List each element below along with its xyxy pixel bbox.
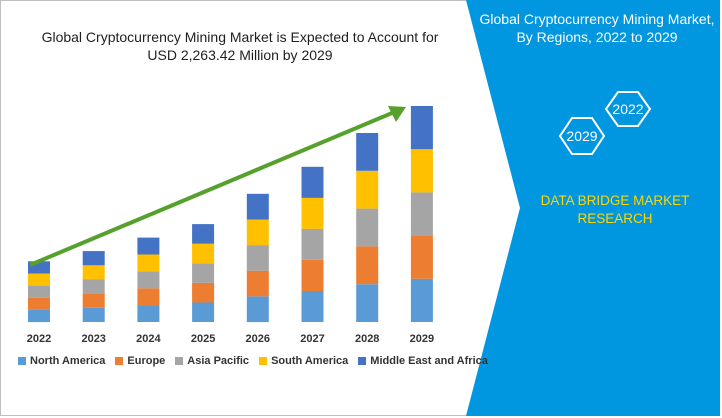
bar-segment-2026-south-america xyxy=(246,219,269,246)
bar-segment-2027-asia-pacific xyxy=(301,228,324,260)
chart-legend: North America Europe Asia Pacific South Ame… xyxy=(18,352,488,370)
legend-swatch xyxy=(18,357,26,365)
bar-segment-2025-middle-east-and-africa xyxy=(192,224,215,244)
bar-segment-2024-south-america xyxy=(137,254,160,272)
bar-segment-2027-north-america xyxy=(301,290,324,322)
bar-segment-2029-middle-east-and-africa xyxy=(410,106,433,150)
x-tick-label: 2023 xyxy=(81,333,105,345)
bar-segment-2027-middle-east-and-africa xyxy=(301,166,324,198)
bar-segment-2022-asia-pacific xyxy=(28,285,50,298)
bar-segment-2026-europe xyxy=(246,270,269,297)
bar-segment-2025-south-america xyxy=(192,243,215,264)
x-tick-label: 2029 xyxy=(410,333,434,345)
bar-segment-2028-south-america xyxy=(356,170,379,209)
bar-segment-2026-north-america xyxy=(246,296,269,323)
bar-segment-2027-south-america xyxy=(301,197,324,229)
bar-segment-2024-north-america xyxy=(137,305,160,322)
legend-item: Europe xyxy=(115,355,165,367)
bar-segment-2023-europe xyxy=(82,293,105,308)
bar-segment-2022-europe xyxy=(28,297,50,310)
bar-segment-2028-middle-east-and-africa xyxy=(356,133,379,171)
legend-swatch xyxy=(115,357,124,365)
bar-segment-2025-asia-pacific xyxy=(192,263,215,283)
x-tick-label: 2025 xyxy=(191,333,215,345)
legend-swatch xyxy=(259,357,268,365)
bar-segment-2024-europe xyxy=(137,288,160,306)
bar-segment-2028-europe xyxy=(356,246,379,285)
legend-item: North America xyxy=(18,355,105,367)
bar-segment-2022-north-america xyxy=(28,309,50,323)
x-tick-label: 2026 xyxy=(246,333,270,345)
trend-arrow xyxy=(29,106,406,267)
bar-segment-2025-north-america xyxy=(192,302,215,322)
bar-segment-2028-north-america xyxy=(356,284,379,322)
brand-name: DATA BRIDGE MARKET RESEARCH xyxy=(530,192,700,228)
bar-segment-2023-middle-east-and-africa xyxy=(82,251,105,266)
bar-segment-2026-middle-east-and-africa xyxy=(246,193,269,220)
trend-arrow-head xyxy=(388,106,406,122)
bar-segment-2027-europe xyxy=(301,259,324,291)
brand-line1: DATA BRIDGE MARKET xyxy=(540,193,690,208)
bars-group xyxy=(28,106,433,323)
bar-segment-2029-north-america xyxy=(410,278,433,322)
legend-label: Asia Pacific xyxy=(187,355,250,367)
trend-arrow-line xyxy=(29,111,393,267)
bar-segment-2022-south-america xyxy=(28,273,50,286)
brand-line2: RESEARCH xyxy=(577,211,653,226)
bar-segment-2025-europe xyxy=(192,282,215,303)
x-tick-label: 2027 xyxy=(300,333,324,345)
x-tick-label: 2024 xyxy=(136,333,161,345)
chart-title: Global Cryptocurrency Mining Market is E… xyxy=(20,28,460,64)
legend-swatch xyxy=(175,357,184,365)
legend-item: South America xyxy=(259,355,348,367)
bar-segment-2028-asia-pacific xyxy=(356,208,379,247)
bar-segment-2026-asia-pacific xyxy=(246,245,269,271)
bar-segment-2023-south-america xyxy=(82,265,105,280)
legend-label: South America xyxy=(271,355,349,367)
bar-segment-2029-europe xyxy=(410,235,433,279)
legend-label: Europe xyxy=(127,355,166,367)
right-panel-title: Global Cryptocurrency Mining Market, By … xyxy=(474,10,720,46)
legend-label: North America xyxy=(30,355,106,367)
x-tick-label: 2028 xyxy=(355,333,379,345)
legend-item: Asia Pacific xyxy=(175,355,249,367)
right-title-line1: Global Cryptocurrency Mining Market, xyxy=(479,11,715,27)
x-axis-ticks: 2022 2023 2024 2025 2026 2027 2028 2029 xyxy=(27,333,434,345)
hex-label-2029: 2029 xyxy=(566,128,598,144)
bar-segment-2023-north-america xyxy=(82,307,105,322)
legend-swatch xyxy=(358,357,367,365)
right-title-line2: By Regions, 2022 to 2029 xyxy=(516,29,678,45)
legend-item: Middle East and Africa xyxy=(358,355,488,367)
hexagon-icon xyxy=(558,117,606,155)
hexagon-icon xyxy=(604,91,652,127)
bar-segment-2029-asia-pacific xyxy=(410,192,433,236)
x-tick-label: 2022 xyxy=(27,333,51,345)
right-panel-background xyxy=(466,0,720,416)
bar-segment-2029-south-america xyxy=(410,149,433,193)
legend-label: Middle East and Africa xyxy=(370,355,488,367)
hex-label-2022: 2022 xyxy=(612,101,644,117)
bar-segment-2023-asia-pacific xyxy=(82,279,105,294)
chart-title-line1: Global Cryptocurrency Mining Market is E… xyxy=(41,29,439,45)
bar-segment-2024-asia-pacific xyxy=(137,271,160,289)
chart-title-line2: USD 2,263.42 Million by 2029 xyxy=(147,47,333,63)
bar-segment-2024-middle-east-and-africa xyxy=(137,237,160,255)
